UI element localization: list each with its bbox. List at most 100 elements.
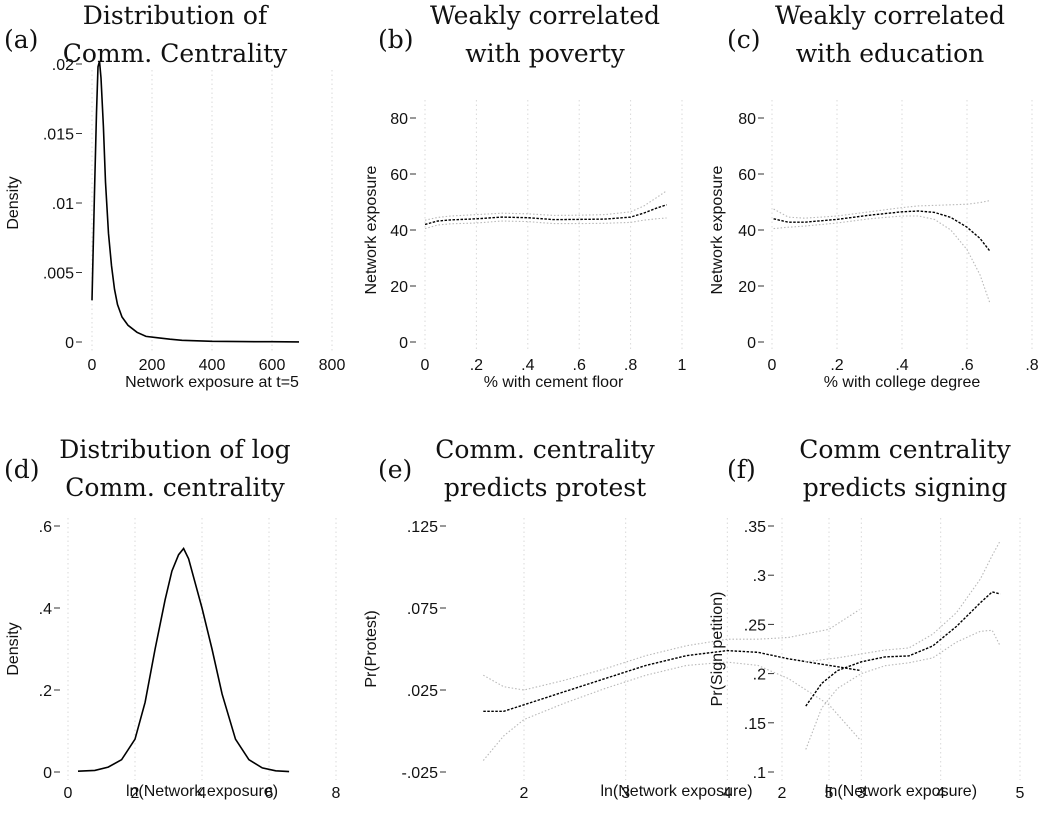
panel-title-line: with education [796,39,985,68]
x-tick-label: 400 [199,357,226,374]
chart-panel-f: (f) Comm centrality predicts signing 2 3 4 5 .1… [709,435,1025,802]
x-axis-label: ln(Network exposure) [825,783,977,800]
panel-letter: (f) [727,455,756,484]
y-tick-label: .075 [407,601,438,618]
chart-panel-b: (b) Weakly correlated with poverty 0 .2 .4 .6.… [363,1,687,391]
x-tick-label: 800 [319,357,346,374]
density-line [77,547,290,773]
panel-title-line: Weakly correlated [430,1,660,30]
y-axis-label: Network exposure [709,165,726,294]
y-tick-label: .35 [744,519,766,536]
x-tick-label: 200 [139,357,166,374]
confidence-band-line [805,540,1001,663]
y-tick-label: 0 [399,335,408,352]
x-tick-label: 4 [198,785,207,802]
x-tick-label: 6 [265,785,274,802]
y-tick-label: .015 [43,127,74,144]
chart-panel-c: (c) Weakly correlated with education 0 .2 .4.… [709,1,1039,391]
y-tick-label: 20 [390,279,408,296]
fitted-line [483,649,860,712]
x-tick-label: 0 [768,357,777,374]
confidence-band-line [773,200,990,219]
x-tick-label: .4 [521,357,534,374]
panel-title-line: Comm. Centrality [63,39,288,68]
x-tick-label: 4 [936,785,945,802]
x-tick-label: 3 [857,785,866,802]
panel-title-line: Comm. centrality [435,435,655,464]
x-axis-label: % with cement floor [484,374,624,391]
x-tick-label: .8 [624,357,637,374]
y-tick-label: .01 [52,196,74,213]
panel-letter: (a) [4,25,38,54]
y-axis-label: Network exposure [363,165,380,294]
x-tick-label: 0 [88,357,97,374]
y-tick-label: 0 [65,335,74,352]
y-tick-label: 0 [747,335,756,352]
x-tick-label: 2 [520,785,529,802]
y-tick-label: 80 [738,111,756,128]
y-axis-label: Density [5,622,22,675]
y-tick-label: 0 [43,765,52,782]
y-tick-label: .4 [39,601,52,618]
x-tick-label: 1 [678,357,687,374]
panel-letter: (c) [727,25,761,54]
y-tick-label: 20 [738,279,756,296]
y-tick-label: .25 [744,617,766,634]
panel-title-line: predicts protest [444,473,646,502]
density-line [91,60,300,343]
x-tick-label: .6 [960,357,973,374]
x-axis-label: ln(Network exposure) [600,783,752,800]
y-tick-label: 40 [390,223,408,240]
y-tick-label: .3 [753,568,766,585]
confidence-band-line [773,215,991,303]
x-tick-label: 0 [421,357,430,374]
y-tick-label: .2 [753,667,766,684]
confidence-band-line [482,661,860,761]
fitted-line [805,591,1001,707]
y-tick-label: 60 [390,167,408,184]
x-tick-label: 600 [259,357,286,374]
fitted-line [424,204,667,226]
y-tick-label: 80 [390,111,408,128]
panel-title-line: with poverty [465,39,625,68]
panel-title-line: Comm centrality [799,435,1011,464]
x-tick-label: 5 [825,785,834,802]
y-tick-label: .2 [39,683,52,700]
y-tick-label: 60 [738,167,756,184]
confidence-band-line [483,609,860,691]
y-axis-label: Pr(Protest) [363,610,380,687]
y-tick-label: .02 [52,57,74,74]
panel-title-line: Distribution of [83,1,269,30]
panel-title-line: predicts signing [803,473,1008,502]
x-tick-label: 3 [621,785,630,802]
y-axis-label: Density [5,176,22,229]
x-tick-label: .6 [573,357,586,374]
x-tick-label: .8 [1025,357,1038,374]
chart-panel-d: (d) Distribution of log Comm. centrality 0 2… [4,435,341,802]
y-tick-label: .125 [407,519,438,536]
panel-letter: (d) [4,455,40,484]
x-tick-label: .2 [830,357,843,374]
panel-letter: (b) [378,25,414,54]
y-tick-label: .005 [43,266,74,283]
y-tick-label: 40 [738,223,756,240]
panel-title-line: Distribution of log [59,435,290,464]
x-tick-label: .2 [470,357,483,374]
chart-panel-a: (a) Distribution of Comm. Centrality 0 200 40… [4,1,345,391]
x-tick-label: 8 [332,785,341,802]
y-axis-label: Pr(Sign petition) [709,592,726,707]
x-tick-label: 2 [778,785,787,802]
x-tick-label: .4 [895,357,908,374]
panel-title-line: Comm. centrality [65,473,285,502]
x-tick-label: 0 [64,785,73,802]
x-axis-label: ln(Network exposure) [126,783,278,800]
x-tick-label: 5 [1016,785,1025,802]
panel-letter: (e) [378,455,412,484]
x-axis-label: % with college degree [824,374,981,391]
y-tick-label: .1 [753,765,766,782]
fitted-line [773,210,991,252]
x-tick-label: 2 [131,785,140,802]
y-tick-label: -.025 [402,765,439,782]
y-tick-label: .6 [39,519,52,536]
